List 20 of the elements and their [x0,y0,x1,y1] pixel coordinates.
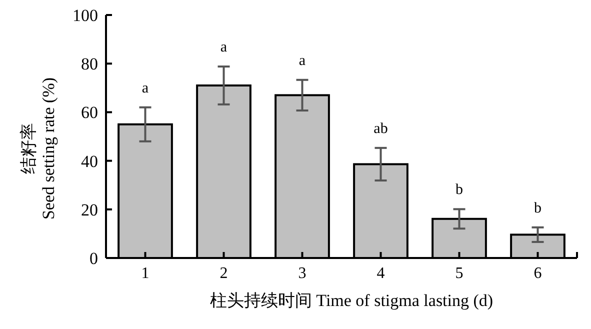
y-tick-label: 0 [90,249,98,268]
y-axis-title: 结籽率 Seed setting rate (%) [19,77,58,220]
x-tick-label: 1 [141,265,150,282]
x-tick-label: 5 [455,265,464,282]
annotation: b [456,182,463,198]
annotation: a [220,40,228,56]
x-tick-label: 3 [298,265,306,282]
x-tick-label: 4 [376,265,385,282]
annotation: a [298,52,306,69]
x-tick-label: 2 [220,265,228,282]
y-tick-label: 60 [81,103,98,122]
x-axis-title: 柱头持续时间 Time of stigma lasting (d) [210,291,494,310]
annotation: a [142,80,149,96]
y-tick-label: 40 [81,152,98,171]
y-tick-label: 100 [72,6,98,25]
x-tick-label: 6 [534,265,542,282]
annotation: b [534,200,542,216]
annotation: ab [374,120,388,137]
y-tick-label: 80 [81,54,98,74]
y-tick-label: 20 [81,200,98,220]
